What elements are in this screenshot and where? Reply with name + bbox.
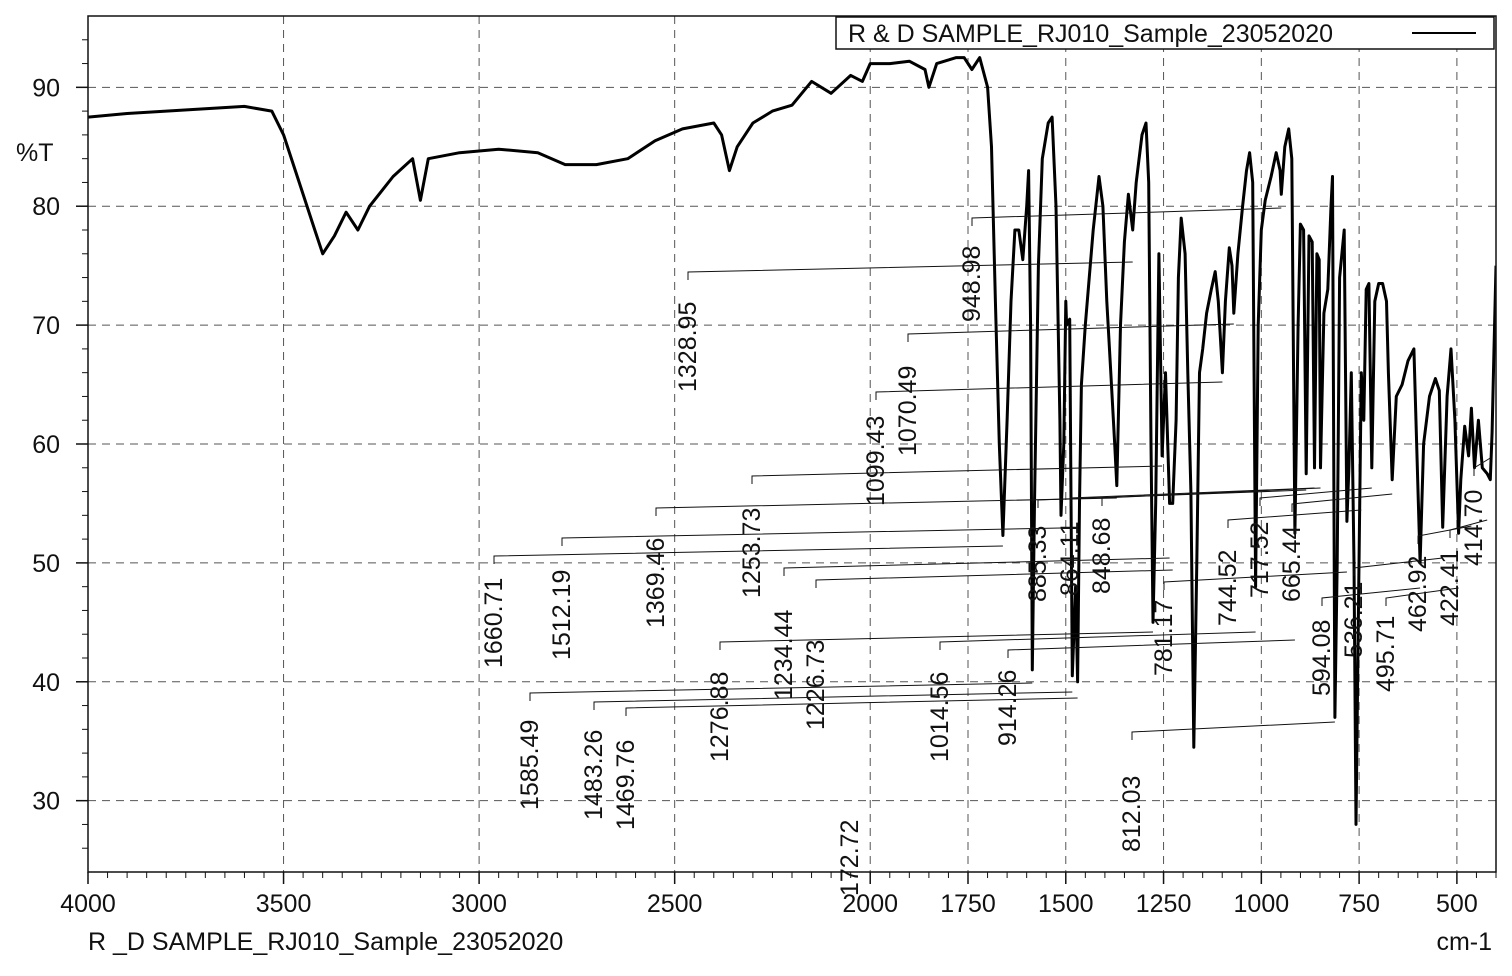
peak-leader-line: [875, 381, 1223, 400]
peak-label: 1226.73: [802, 640, 830, 730]
x-tick-label: 750: [1338, 890, 1380, 918]
peak-label: 1099.43: [862, 416, 890, 506]
peak-leader-line: [907, 323, 1234, 342]
peak-label: 1369.46: [642, 538, 670, 628]
peak-label: 1014.56: [926, 672, 954, 762]
peak-leader-line: [1321, 587, 1421, 606]
x-axis-ticks: 4000 3500 3000 2500 2000 1750 1500 1250 1000 750 5…: [60, 872, 1497, 918]
x-tick-label: 500: [1436, 890, 1478, 918]
peak-leaders: [493, 207, 1491, 740]
peak-labels: 1660.71 1585.49 1512.19 1483.26 1469.76 1369.…: [480, 246, 1488, 896]
y-axis-label: %T: [16, 139, 54, 167]
peak-label: 1328.95: [674, 302, 702, 392]
peak-leader-line: [1353, 557, 1443, 576]
series-layer: [88, 56, 1496, 826]
peak-label: 812.03: [1118, 776, 1146, 852]
x-tick-label: 1500: [1038, 890, 1094, 918]
peak-leader-line: [719, 631, 1154, 650]
peak-label: 536.21: [1340, 582, 1368, 658]
peak-label: 594.08: [1308, 620, 1336, 696]
legend-box: [835, 16, 1495, 50]
grid: [88, 16, 1496, 872]
peak-leader-line: [493, 545, 1003, 564]
peak-label: 1070.49: [894, 366, 922, 456]
x-axis-unit: cm-1: [1436, 928, 1492, 956]
peak-leader-line: [971, 207, 1282, 226]
peak-label: 848.68: [1088, 518, 1116, 594]
peak-label: 885.33: [1024, 526, 1052, 602]
peak-leader-line: [1069, 487, 1315, 506]
y-tick-label: 70: [32, 312, 60, 340]
peak-label: 744.52: [1214, 550, 1242, 626]
x-tick-label: 2000: [842, 890, 898, 918]
y-tick-label: 30: [32, 788, 60, 816]
peak-leader-line: [625, 697, 1078, 716]
peak-label: 1253.73: [738, 508, 766, 598]
peak-label: 1512.19: [548, 570, 576, 660]
peak-leader-line: [1101, 487, 1321, 506]
peak-leader-line: [815, 569, 1173, 588]
peak-leader-line: [751, 465, 1163, 484]
x-tick-label: 1750: [940, 890, 996, 918]
legend: R & D SAMPLE_RJ010_Sample_23052020: [835, 16, 1495, 50]
peak-label: 422.41: [1436, 550, 1464, 626]
legend-label: R & D SAMPLE_RJ010_Sample_23052020: [848, 20, 1333, 48]
peak-leader-line: [561, 527, 1062, 546]
peak-leader-line: [529, 682, 1033, 701]
peak-leader-line: [687, 261, 1133, 280]
y-tick-label: 90: [32, 74, 60, 102]
peak-label: 948.98: [958, 246, 986, 322]
peak-leader-line: [1291, 493, 1393, 512]
peak-label: 462.92: [1404, 556, 1432, 632]
peak-leader-line: [1227, 509, 1362, 528]
peak-label: 1585.49: [516, 720, 544, 810]
peak-leader-line: [1131, 721, 1335, 740]
x-tick-label: 4000: [60, 890, 116, 918]
peak-leader-line: [783, 557, 1170, 576]
peak-label: 1483.26: [580, 730, 608, 820]
peak-leader-line: [1473, 457, 1491, 476]
x-tick-label: 1000: [1234, 890, 1290, 918]
peak-label: 1469.76: [612, 740, 640, 830]
peak-label: 1234.44: [770, 610, 798, 700]
peak-leader-line: [1385, 587, 1459, 606]
sample-caption: R _D SAMPLE_RJ010_Sample_23052020: [88, 928, 563, 956]
y-tick-label: 40: [32, 669, 60, 697]
x-tick-label: 3000: [451, 890, 507, 918]
peak-label: 1276.88: [706, 672, 734, 762]
peak-leader-line: [1037, 489, 1307, 508]
x-tick-label: 1250: [1136, 890, 1192, 918]
peak-leader-line: [593, 691, 1073, 710]
peak-leader-line: [655, 497, 1117, 516]
peak-leader-line: [1449, 519, 1488, 538]
spectrum-line: [88, 56, 1496, 826]
peak-label: 495.71: [1372, 616, 1400, 692]
peak-leader-line: [1259, 487, 1372, 506]
peak-label: 914.26: [994, 670, 1022, 746]
peak-leader-line: [939, 631, 1256, 650]
peak-label: 172.72: [836, 820, 864, 896]
peak-label: 864.11: [1056, 521, 1084, 596]
peak-label: 781.17: [1150, 600, 1178, 676]
peak-leader-line: [1007, 639, 1295, 658]
y-tick-label: 80: [32, 193, 60, 221]
peak-label: 665.44: [1278, 525, 1306, 602]
y-tick-label: 50: [32, 550, 60, 578]
peak-label: 717.52: [1246, 522, 1274, 598]
y-tick-label: 60: [32, 431, 60, 459]
y-axis-ticks: 30 40 50 60 70 80 90: [32, 39, 88, 849]
peak-leader-line: [1163, 571, 1347, 590]
peak-label: 1660.71: [480, 578, 508, 668]
x-tick-label: 2500: [647, 890, 703, 918]
x-tick-label: 3500: [256, 890, 312, 918]
peak-label: 414.70: [1460, 490, 1488, 566]
